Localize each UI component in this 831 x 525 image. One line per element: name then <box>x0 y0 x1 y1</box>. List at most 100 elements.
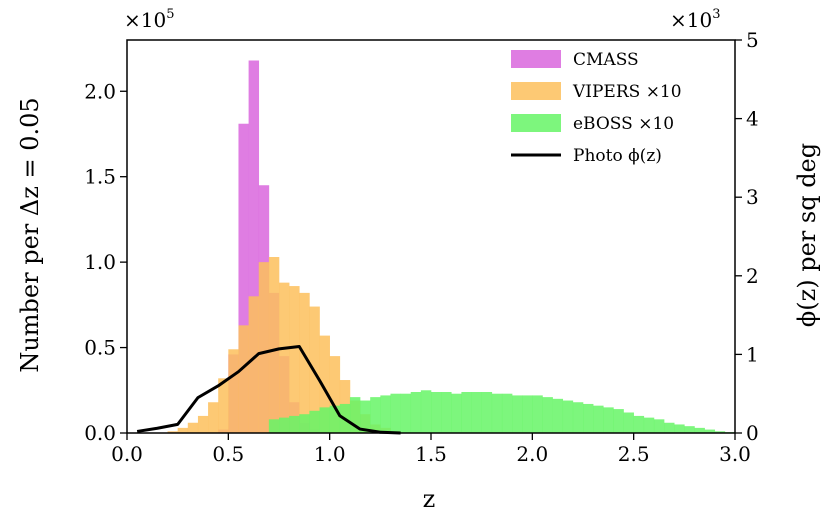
bar-eboss-10 <box>603 407 614 433</box>
y-axis-label-right: ϕ(z) per sq deg <box>793 143 821 327</box>
y-left-multiplier-base: ×10 <box>124 8 166 32</box>
y-right-multiplier: ×103 <box>670 7 721 32</box>
legend-label: Photo ϕ(z) <box>573 146 662 166</box>
bar-vipers-10 <box>248 296 260 433</box>
x-tick-label: 3.0 <box>719 442 751 466</box>
y-right-tick-label: 5 <box>746 28 759 52</box>
y-left-tick-label: 1.0 <box>84 250 116 274</box>
y-left-tick-label: 2.0 <box>84 79 116 103</box>
y-right-tick-label: 4 <box>746 107 759 131</box>
bar-eboss-10 <box>643 417 655 433</box>
y-left-multiplier: ×105 <box>124 7 175 32</box>
legend-swatch <box>511 82 561 100</box>
y-right-tick-label: 2 <box>746 264 759 288</box>
bar-eboss-10 <box>441 391 452 433</box>
bar-eboss-10 <box>481 391 493 433</box>
axis-ticks: 0.0 0.5 1.0 1.5 2.0 2.5 3.0 0.0 0.5 1.0 1.5 2.0 0 1 2 3… <box>84 28 759 466</box>
bar-eboss-10 <box>694 427 705 433</box>
bar-eboss-10 <box>299 414 310 433</box>
bar-eboss-10 <box>471 391 482 433</box>
y-left-tick-label: 0.5 <box>84 336 116 360</box>
x-axis-label: z <box>423 485 436 513</box>
bar-eboss-10 <box>664 422 675 433</box>
bar-vipers-10 <box>238 325 249 433</box>
legend-swatch <box>511 50 561 68</box>
bar-eboss-10 <box>309 410 320 433</box>
bar-eboss-10 <box>420 390 432 433</box>
bar-vipers-10 <box>279 282 290 433</box>
bar-eboss-10 <box>410 391 422 433</box>
legend-label: CMASS <box>573 50 639 70</box>
y-left-tick-label: 1.5 <box>84 165 116 189</box>
bar-eboss-10 <box>279 417 290 433</box>
bar-eboss-10 <box>583 403 594 433</box>
bar-eboss-10 <box>329 405 341 433</box>
bar-eboss-10 <box>562 400 574 433</box>
bar-vipers-10 <box>167 431 178 433</box>
bar-eboss-10 <box>360 400 371 433</box>
bar-eboss-10 <box>704 429 716 433</box>
bar-vipers-10 <box>187 422 199 433</box>
series-eboss-10 <box>268 390 736 433</box>
bar-eboss-10 <box>674 424 685 433</box>
bar-eboss-10 <box>613 409 624 433</box>
x-tick-label: 0.0 <box>111 442 143 466</box>
bar-eboss-10 <box>532 395 543 433</box>
bar-eboss-10 <box>289 415 300 433</box>
y-left-tick-label: 0.0 <box>84 421 116 445</box>
bar-eboss-10 <box>501 393 513 433</box>
bar-vipers-10 <box>329 356 341 433</box>
legend: CMASS VIPERS ×10 eBOSS ×10 Photo ϕ(z) <box>511 50 682 166</box>
bar-eboss-10 <box>512 395 523 433</box>
legend-label: eBOSS ×10 <box>573 114 674 134</box>
bar-eboss-10 <box>633 415 645 433</box>
bar-eboss-10 <box>623 412 634 433</box>
bar-eboss-10 <box>268 419 280 433</box>
bar-eboss-10 <box>684 426 695 433</box>
bar-cmass <box>238 123 249 434</box>
bar-eboss-10 <box>319 407 330 433</box>
y-right-multiplier-exponent: 3 <box>712 7 720 22</box>
y-right-tick-label: 3 <box>746 185 759 209</box>
y-left-multiplier-exponent: 5 <box>166 7 174 22</box>
bar-eboss-10 <box>451 393 462 433</box>
bar-eboss-10 <box>370 397 381 433</box>
bar-eboss-10 <box>714 431 726 433</box>
bar-vipers-10 <box>177 427 189 433</box>
bar-eboss-10 <box>552 398 564 433</box>
bar-eboss-10 <box>522 395 533 433</box>
bar-cmass <box>248 60 260 434</box>
bar-eboss-10 <box>390 393 401 433</box>
bar-eboss-10 <box>400 393 412 433</box>
x-tick-label: 2.5 <box>618 442 650 466</box>
series-photo-line <box>136 345 401 435</box>
bar-eboss-10 <box>653 419 665 433</box>
legend-swatch <box>511 114 561 132</box>
bar-vipers-10 <box>268 257 280 433</box>
bar-vipers-10 <box>218 378 229 433</box>
bar-eboss-10 <box>542 397 553 433</box>
bar-eboss-10 <box>380 395 391 433</box>
bar-eboss-10 <box>431 391 442 433</box>
y-right-multiplier-base: ×10 <box>670 8 712 32</box>
bar-vipers-10 <box>197 415 209 433</box>
x-tick-label: 0.5 <box>212 442 244 466</box>
y-axis-label-left: Number per Δz = 0.05 <box>16 97 44 372</box>
bar-eboss-10 <box>593 405 604 433</box>
x-tick-label: 2.0 <box>516 442 548 466</box>
photo-line-layer <box>136 345 401 435</box>
legend-label: VIPERS ×10 <box>572 82 682 102</box>
bar-eboss-10 <box>491 393 503 433</box>
bar-eboss-10 <box>572 402 584 433</box>
bar-vipers-10 <box>228 349 239 433</box>
bar-eboss-10 <box>461 391 472 433</box>
y-right-tick-label: 1 <box>746 342 759 366</box>
histogram-bars <box>167 60 736 434</box>
bar-vipers-10 <box>319 335 330 433</box>
bar-vipers-10 <box>208 402 219 433</box>
bar-vipers-10 <box>299 292 310 433</box>
x-tick-label: 1.5 <box>415 442 447 466</box>
bar-vipers-10 <box>289 286 300 433</box>
